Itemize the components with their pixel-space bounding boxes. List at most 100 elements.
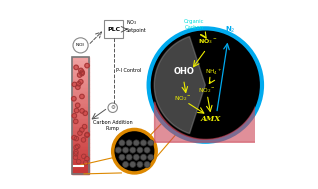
Circle shape [76, 160, 81, 164]
Text: N$_2$: N$_2$ [225, 25, 235, 35]
Text: AMX: AMX [201, 115, 221, 123]
Bar [72, 170, 89, 174]
Text: Carbon Addition
Pump: Carbon Addition Pump [93, 120, 133, 131]
Circle shape [115, 147, 121, 153]
Circle shape [74, 108, 79, 113]
Bar [72, 146, 89, 150]
Bar [72, 111, 89, 115]
Circle shape [72, 96, 76, 101]
Bar [72, 139, 89, 143]
Circle shape [141, 154, 147, 160]
Circle shape [83, 160, 88, 165]
Circle shape [85, 133, 89, 138]
Bar [72, 150, 89, 154]
Bar [72, 135, 89, 139]
Polygon shape [154, 36, 205, 134]
Circle shape [75, 103, 80, 108]
Circle shape [78, 131, 82, 135]
Bar [72, 166, 89, 170]
Circle shape [77, 73, 82, 77]
Circle shape [76, 85, 80, 89]
Circle shape [80, 70, 84, 74]
Bar [72, 84, 89, 88]
Bar [72, 119, 89, 123]
Text: P-I Control: P-I Control [116, 68, 142, 73]
Bar [72, 104, 89, 108]
Text: NH$_4$$^+$: NH$_4$$^+$ [205, 67, 222, 77]
Circle shape [85, 132, 89, 137]
Text: NO$_2$$^-$: NO$_2$$^-$ [174, 94, 191, 103]
Bar [72, 80, 89, 84]
Bar [72, 92, 89, 96]
Text: PLC: PLC [107, 27, 120, 32]
Circle shape [73, 155, 78, 160]
Circle shape [72, 82, 77, 87]
Bar [72, 76, 89, 80]
Circle shape [148, 140, 154, 146]
Circle shape [80, 128, 84, 132]
Circle shape [119, 140, 125, 146]
Text: OHO: OHO [174, 67, 195, 76]
Circle shape [113, 129, 156, 173]
Circle shape [122, 147, 128, 153]
Circle shape [137, 161, 143, 167]
Bar [72, 108, 89, 111]
Text: NO$_3$: NO$_3$ [75, 42, 86, 49]
Bar [72, 127, 89, 131]
Bar [72, 57, 89, 174]
Circle shape [149, 28, 262, 142]
Circle shape [73, 152, 78, 156]
Circle shape [74, 150, 78, 154]
Text: ⚙: ⚙ [110, 105, 115, 110]
Circle shape [75, 144, 80, 149]
Circle shape [126, 154, 132, 160]
Circle shape [74, 136, 79, 141]
Circle shape [74, 65, 79, 70]
Circle shape [148, 154, 154, 160]
Circle shape [137, 147, 143, 153]
Text: NO$_3$$^-$: NO$_3$$^-$ [198, 37, 218, 46]
Circle shape [73, 119, 78, 124]
Bar [72, 115, 89, 119]
Circle shape [72, 135, 77, 140]
Bar [72, 61, 89, 64]
Circle shape [79, 68, 83, 73]
Circle shape [141, 140, 147, 146]
Bar [72, 96, 89, 100]
Circle shape [85, 63, 89, 68]
Circle shape [126, 140, 132, 146]
Circle shape [122, 161, 128, 167]
Circle shape [119, 154, 125, 160]
Circle shape [80, 94, 84, 99]
Circle shape [144, 147, 150, 153]
Text: NO$_3$
Setpoint: NO$_3$ Setpoint [126, 18, 147, 33]
Bar [72, 57, 89, 61]
Circle shape [80, 109, 84, 113]
Circle shape [130, 161, 136, 167]
Bar [72, 131, 89, 135]
Bar [72, 154, 89, 158]
Circle shape [72, 114, 77, 118]
Bar [72, 158, 89, 162]
Text: Organic
Carbon: Organic Carbon [184, 19, 204, 30]
Circle shape [73, 38, 88, 53]
Circle shape [144, 161, 150, 167]
Circle shape [133, 140, 139, 146]
FancyBboxPatch shape [104, 20, 123, 38]
Circle shape [81, 138, 86, 142]
Bar [72, 88, 89, 92]
Text: NO$_2$$^-$: NO$_2$$^-$ [198, 86, 216, 95]
Circle shape [83, 111, 87, 115]
Circle shape [82, 124, 87, 129]
Circle shape [108, 103, 117, 112]
Circle shape [85, 156, 89, 161]
Bar [72, 100, 89, 104]
Circle shape [81, 154, 86, 159]
Bar [72, 123, 89, 127]
Bar [72, 64, 89, 68]
Bar [72, 162, 89, 166]
Circle shape [133, 154, 139, 160]
Circle shape [130, 147, 136, 153]
Circle shape [74, 145, 78, 150]
Bar [72, 143, 89, 146]
